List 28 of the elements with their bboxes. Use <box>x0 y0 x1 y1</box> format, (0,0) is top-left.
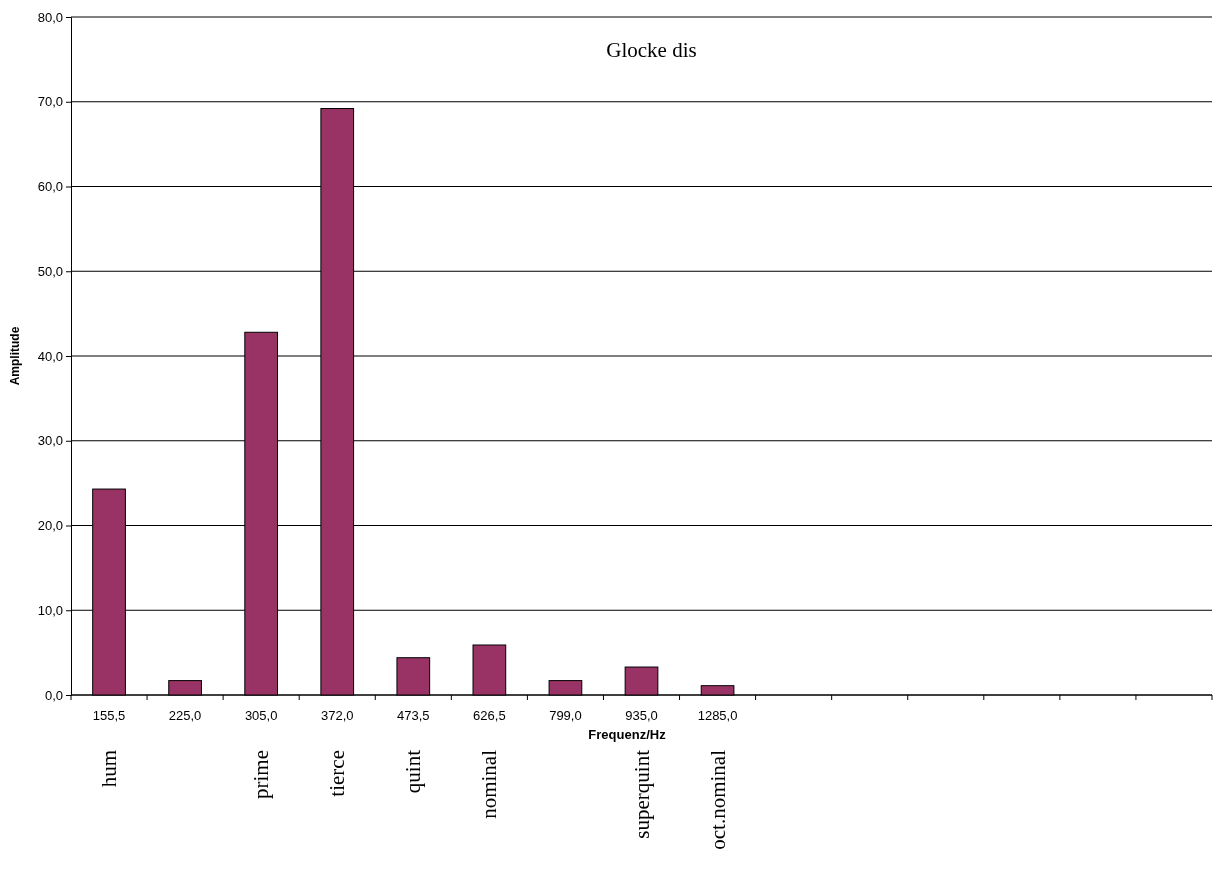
y-tick-label: 30,0 <box>37 433 63 449</box>
text: Glocke dis <box>606 38 697 62</box>
x-tick-label: 305,0 <box>244 708 278 723</box>
y-tick-label: 60,0 <box>37 179 63 195</box>
x-tick-label: 1285,0 <box>697 708 738 723</box>
y-tick-label: 20,0 <box>37 518 63 534</box>
x-tick-label: 225,0 <box>168 708 202 723</box>
x-tick-label: 626,5 <box>473 708 506 723</box>
y-tick-label: 80,0 <box>37 9 63 25</box>
text: tierce <box>325 750 350 797</box>
text: superquint <box>629 749 654 839</box>
y-tick-label: 40,0 <box>37 348 63 364</box>
y-tick-label: 10,0 <box>37 602 63 618</box>
text: quint <box>401 749 426 794</box>
x-tick-label: 155,5 <box>92 708 126 723</box>
text: nominal <box>477 749 502 819</box>
text: prime <box>249 750 274 799</box>
y-tick-label: 70,0 <box>37 94 63 110</box>
x-axis-title: Frequenz/Hz <box>588 727 667 742</box>
y-tick-label: 50,0 <box>37 263 63 279</box>
x-tick-label: 372,0 <box>320 708 354 723</box>
x-tick-label: 473,5 <box>397 708 430 723</box>
text: hum <box>97 750 122 788</box>
y-axis-title: Amplitude <box>8 326 22 386</box>
x-tick-label: 799,0 <box>549 708 582 723</box>
x-tick-label: 935,0 <box>625 708 658 723</box>
y-tick-label: 0,0 <box>44 687 63 703</box>
text: oct.nominal <box>705 749 730 850</box>
